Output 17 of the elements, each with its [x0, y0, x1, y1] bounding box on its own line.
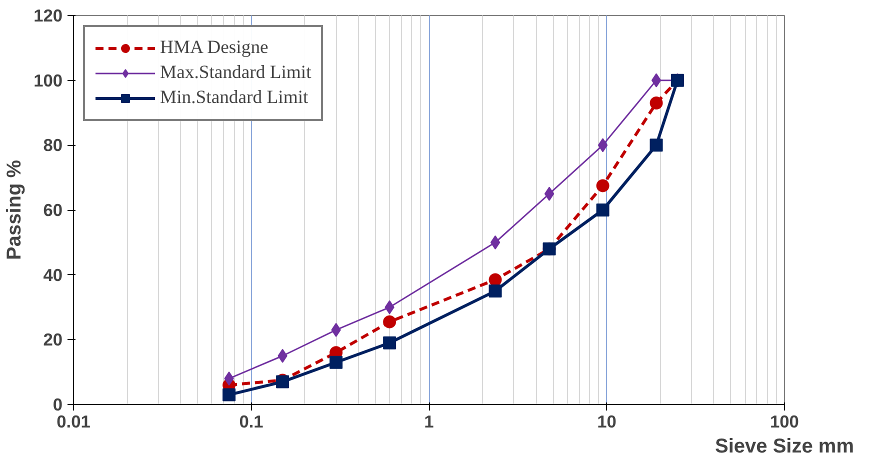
y-tick-label: 60 [43, 200, 63, 220]
y-tick-label: 100 [34, 70, 63, 90]
y-axis-title: Passing % [4, 160, 26, 260]
x-tick-label: 1 [424, 412, 434, 432]
x-axis-title: Sieve Size mm [715, 436, 854, 458]
x-tick-label: 0.1 [239, 412, 264, 432]
y-tick-label: 80 [43, 135, 63, 156]
legend-label: HMA Designe [160, 37, 268, 59]
legend-label: Min.Standard Limit [160, 87, 308, 109]
x-tick-label: 0.01 [56, 412, 91, 432]
legend-label: Max.Standard Limit [160, 62, 312, 84]
y-tick-label: 0 [52, 394, 63, 414]
y-tick-label: 120 [34, 6, 63, 26]
y-tick-label: 20 [43, 330, 63, 350]
x-tick-label: 10 [597, 412, 616, 432]
y-tick-label: 40 [43, 264, 63, 285]
x-tick-label: 100 [770, 412, 799, 432]
